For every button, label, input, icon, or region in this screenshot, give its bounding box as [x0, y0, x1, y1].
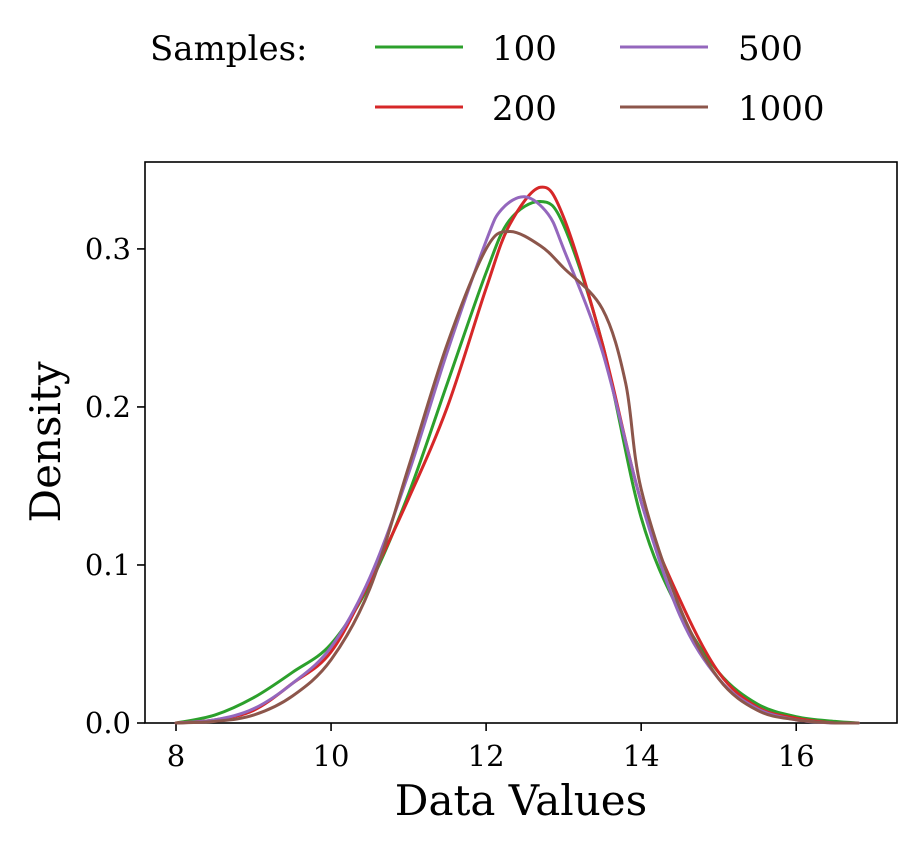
x-axis-label: Data Values [395, 776, 647, 825]
legend-label-500: 500 [738, 29, 803, 69]
legend-label-1000: 1000 [738, 89, 825, 129]
x-tick-label: 14 [623, 739, 660, 773]
density-curves [174, 185, 860, 725]
y-tick-label: 0.3 [85, 232, 131, 266]
y-tick-label: 0.1 [85, 548, 131, 582]
series-line-100 [174, 200, 860, 725]
axis-ticks: 8 10 12 14 16 0.0 0.1 0.2 0.3 [85, 232, 815, 773]
y-tick-label: 0.2 [85, 390, 131, 424]
legend-title: Samples: [150, 29, 307, 69]
x-tick-label: 16 [778, 739, 815, 773]
legend: Samples: 100 200 500 1000 [150, 29, 825, 129]
legend-label-200: 200 [492, 89, 557, 129]
x-tick-label: 12 [468, 739, 505, 773]
plot-frame [144, 161, 898, 724]
series-line-1000 [174, 230, 860, 725]
series-line-500 [174, 195, 860, 725]
y-tick-label: 0.0 [85, 706, 131, 740]
legend-label-100: 100 [492, 29, 557, 69]
y-axis-label: Density [21, 361, 70, 522]
plot-area [144, 161, 898, 724]
series-line-200 [174, 185, 860, 725]
x-tick-label: 10 [313, 739, 350, 773]
x-tick-label: 8 [167, 739, 185, 773]
